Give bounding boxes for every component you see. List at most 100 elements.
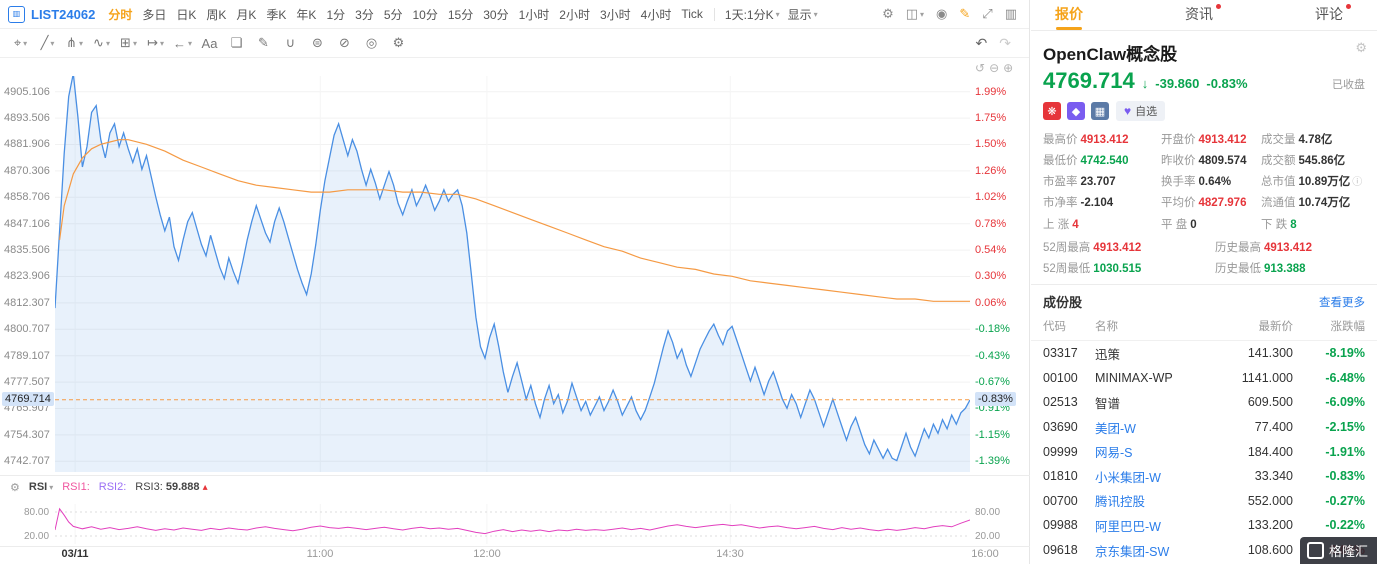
tab-comments[interactable]: 评论: [1315, 0, 1351, 30]
stock-name[interactable]: 美团-W: [1095, 421, 1136, 436]
breadth-value: 8: [1290, 219, 1297, 231]
hide-drawings-icon[interactable]: ⊘: [339, 35, 350, 50]
price-plot[interactable]: [55, 76, 970, 472]
time-axis[interactable]: 03/11 11:00 12:00 14:30 16:00: [0, 548, 1030, 564]
rsi3-value: 59.888: [165, 481, 200, 493]
chart-area[interactable]: 4905.106 4893.506 4881.906 4870.306 4858.706…: [0, 56, 1030, 564]
note-tool[interactable]: ❏: [230, 35, 243, 50]
stock-name[interactable]: 网易-S: [1095, 446, 1133, 461]
timeframe-button[interactable]: 1分: [326, 7, 346, 22]
stock-name[interactable]: 京东集团-SW: [1095, 544, 1170, 559]
timeframe-button[interactable]: 1小时: [518, 7, 550, 22]
interval-selector[interactable]: 1天:1分K ▾: [721, 6, 784, 23]
table-header-col4[interactable]: 涨跌幅: [1330, 321, 1366, 333]
display-menu[interactable]: 显示 ▾: [784, 6, 822, 23]
tab-news[interactable]: 资讯: [1185, 0, 1221, 30]
rsi1-label: RSI1:: [62, 481, 90, 493]
timeframe-button[interactable]: 5分: [383, 7, 403, 22]
constituent-row[interactable]: 09999 网易-S 184.400 -1.91%: [1031, 439, 1377, 464]
zoom-in-icon[interactable]: ⊕: [1003, 61, 1014, 75]
rsi-scale-label: 80.00: [24, 507, 50, 518]
redo-icon[interactable]: ↷: [999, 34, 1011, 51]
undo-icon[interactable]: ↶: [975, 34, 988, 51]
timeframe-button[interactable]: 4小时: [640, 7, 672, 22]
table-header-col3[interactable]: 最新价: [1258, 321, 1294, 333]
tab-quote[interactable]: 报价: [1055, 0, 1083, 30]
table-header-col1[interactable]: 代码: [1043, 321, 1066, 333]
timeframe-button[interactable]: 15分: [447, 7, 474, 22]
draw-pencil-icon[interactable]: ✎: [959, 6, 971, 21]
rsi-plot[interactable]: [55, 504, 970, 544]
stat-turnover-rate: 换手率 0.64%: [1161, 173, 1261, 189]
stock-name[interactable]: 阿里巴巴-W: [1095, 519, 1161, 534]
stock-price: 552.000: [1247, 493, 1293, 508]
timeframe-button[interactable]: 季K: [266, 7, 287, 22]
arrow-left-tool[interactable]: ← ▾: [172, 35, 192, 51]
price-axis[interactable]: 4905.106 4893.506 4881.906 4870.306 4858.706…: [0, 56, 54, 496]
range-label: 历史最高: [1215, 242, 1261, 254]
measure-tool[interactable]: ⊞ ▾: [120, 35, 137, 50]
stat-value: 4913.412: [1080, 134, 1129, 146]
timeframe-button[interactable]: 10分: [412, 7, 438, 22]
settings-gear-icon[interactable]: ⚙: [882, 6, 894, 21]
arrow-right-tool[interactable]: ↦ ▾: [147, 35, 164, 50]
constituent-row[interactable]: 03317 迅策 141.300 -8.19%: [1031, 341, 1377, 366]
magnet-tool[interactable]: ∪: [285, 35, 296, 50]
timeframe-button[interactable]: 年K: [296, 7, 317, 22]
zoom-out-icon[interactable]: ⊖: [989, 61, 1000, 75]
info-icon[interactable]: ⓘ: [1352, 177, 1363, 188]
pitchfork-tool[interactable]: ⋔ ▾: [66, 35, 83, 50]
y-axis-pct-label: 0.06%: [975, 296, 1007, 309]
stat-label: 平均价: [1161, 197, 1196, 209]
y-axis-price-label: 4812.307: [4, 296, 50, 309]
timeframe-button[interactable]: Tick: [681, 7, 703, 21]
link-rings-icon[interactable]: ◎: [365, 35, 378, 50]
timeframe-button[interactable]: 月K: [236, 7, 257, 22]
y-axis-pct-label: 1.26%: [975, 164, 1007, 177]
timeframe-button[interactable]: 2小时: [559, 7, 590, 22]
timeframe-button[interactable]: 多日: [142, 7, 167, 22]
view-more-link[interactable]: 查看更多: [1319, 296, 1365, 309]
reset-zoom-icon[interactable]: ↺: [975, 61, 986, 75]
symbol-label[interactable]: LIST24062: [31, 6, 96, 22]
constituent-row[interactable]: 02513 智谱 609.500 -6.09%: [1031, 390, 1377, 415]
constituent-row[interactable]: 03690 美团-W 77.400 -2.15%: [1031, 415, 1377, 440]
constituent-row[interactable]: 01810 小米集团-W 33.340 -0.83%: [1031, 464, 1377, 489]
breadth-value: 0: [1190, 219, 1197, 231]
stock-name[interactable]: 小米集团-W: [1095, 470, 1161, 485]
rsi-indicator-label[interactable]: RSI ▾: [29, 481, 53, 493]
stock-name[interactable]: 腾讯控股: [1095, 495, 1146, 510]
y-axis-price-label: 4742.707: [4, 455, 50, 468]
constituent-row[interactable]: 00100 MINIMAX-WP 1141.000 -6.48%: [1031, 366, 1377, 391]
time-axis-label: 14:30: [716, 548, 744, 560]
brush-tool[interactable]: ✎: [258, 35, 269, 50]
add-watchlist-button[interactable]: ♥ 自选: [1116, 101, 1166, 121]
wave-tool[interactable]: ∿ ▾: [93, 35, 110, 50]
fullscreen-icon[interactable]: ⤢: [982, 6, 993, 21]
timeframe-button[interactable]: 周K: [206, 7, 227, 22]
panel-toggle-icon[interactable]: ▥: [1004, 6, 1017, 21]
stock-price: 133.200: [1247, 518, 1293, 533]
chart-window-icon[interactable]: ▥: [8, 5, 25, 23]
camera-icon[interactable]: ◉: [936, 6, 948, 21]
percent-axis[interactable]: 1.99% 1.75% 1.50% 1.26% 1.02% 0.78% 0.54% 0.30%…: [973, 56, 1029, 496]
timeframe-button[interactable]: 分时: [108, 7, 133, 22]
rsi-settings-icon[interactable]: ⚙: [10, 481, 20, 494]
stay-drawing-icon[interactable]: ⊜: [312, 35, 323, 50]
constituent-row[interactable]: 09988 阿里巴巴-W 133.200 -0.22%: [1031, 513, 1377, 538]
text-tool[interactable]: Aa: [201, 35, 218, 51]
timeframe-button[interactable]: 日K: [176, 7, 197, 22]
timeframe-button[interactable]: 3小时: [599, 7, 631, 22]
constituent-row[interactable]: 00700 腾讯控股 552.000 -0.27%: [1031, 489, 1377, 514]
stock-code: 09618: [1043, 543, 1078, 558]
crosshair-tool[interactable]: ⌖ ▾: [13, 35, 28, 50]
panel-settings-icon[interactable]: ⚙: [1355, 40, 1367, 55]
drawing-settings-icon[interactable]: ⚙: [392, 35, 405, 50]
chart-panel: ▥ LIST24062 分时 多日 日K 周K 月K 季K 年K 1分 3分 5分 10分 15分 30…: [0, 0, 1030, 564]
table-header-col2[interactable]: 名称: [1095, 321, 1118, 333]
chart-style-icon[interactable]: ◫ ▾: [905, 6, 925, 21]
timeframe-button[interactable]: 30分: [483, 7, 509, 22]
timeframe-button[interactable]: 3分: [355, 7, 374, 22]
y-axis-price-label: 4777.507: [4, 376, 50, 389]
trendline-tool[interactable]: ╱ ▾: [40, 35, 55, 50]
